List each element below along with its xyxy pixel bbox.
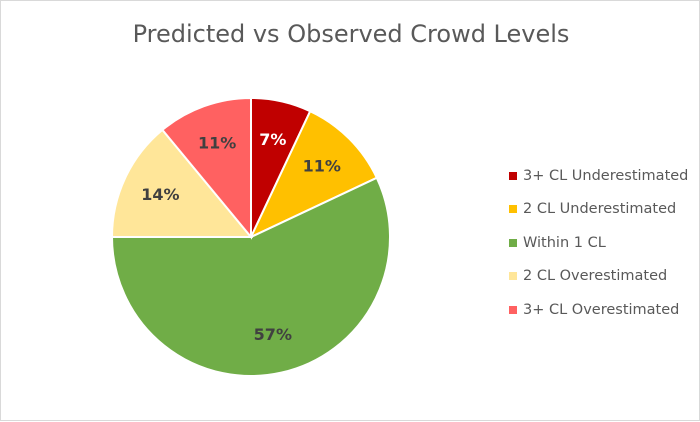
legend-label: 3+ CL Overestimated [523, 301, 680, 318]
legend-label: Within 1 CL [523, 234, 606, 251]
data-label-2: 57% [254, 325, 292, 344]
legend-swatch [509, 305, 517, 314]
legend-label: 2 CL Overestimated [523, 268, 668, 285]
legend-swatch [509, 272, 517, 281]
legend-item-3: 2 CL Overestimated [509, 260, 688, 294]
chart-title: Predicted vs Observed Crowd Levels [132, 20, 570, 48]
legend-swatch [509, 238, 517, 247]
legend-item-1: 2 CL Underestimated [509, 193, 688, 227]
data-label-4: 11% [198, 133, 236, 152]
legend: 3+ CL Underestimated 2 CL Underestimated W… [509, 159, 688, 327]
data-label-0: 7% [259, 130, 286, 149]
data-label-1: 11% [303, 157, 341, 176]
legend-item-0: 3+ CL Underestimated [509, 159, 688, 193]
pie-slice-1 [248, 109, 379, 240]
legend-item-4: 3+ CL Overestimated [509, 293, 688, 327]
legend-label: 3+ CL Underestimated [523, 167, 689, 184]
legend-label: 2 CL Underestimated [523, 201, 677, 218]
pie-slice-3 [110, 128, 254, 238]
pie-slice-4 [160, 96, 252, 240]
legend-swatch [509, 171, 517, 180]
data-label-3: 14% [141, 185, 179, 204]
legend-swatch [509, 205, 517, 214]
legend-item-2: Within 1 CL [509, 226, 688, 260]
pie-slice-2 [110, 176, 391, 377]
